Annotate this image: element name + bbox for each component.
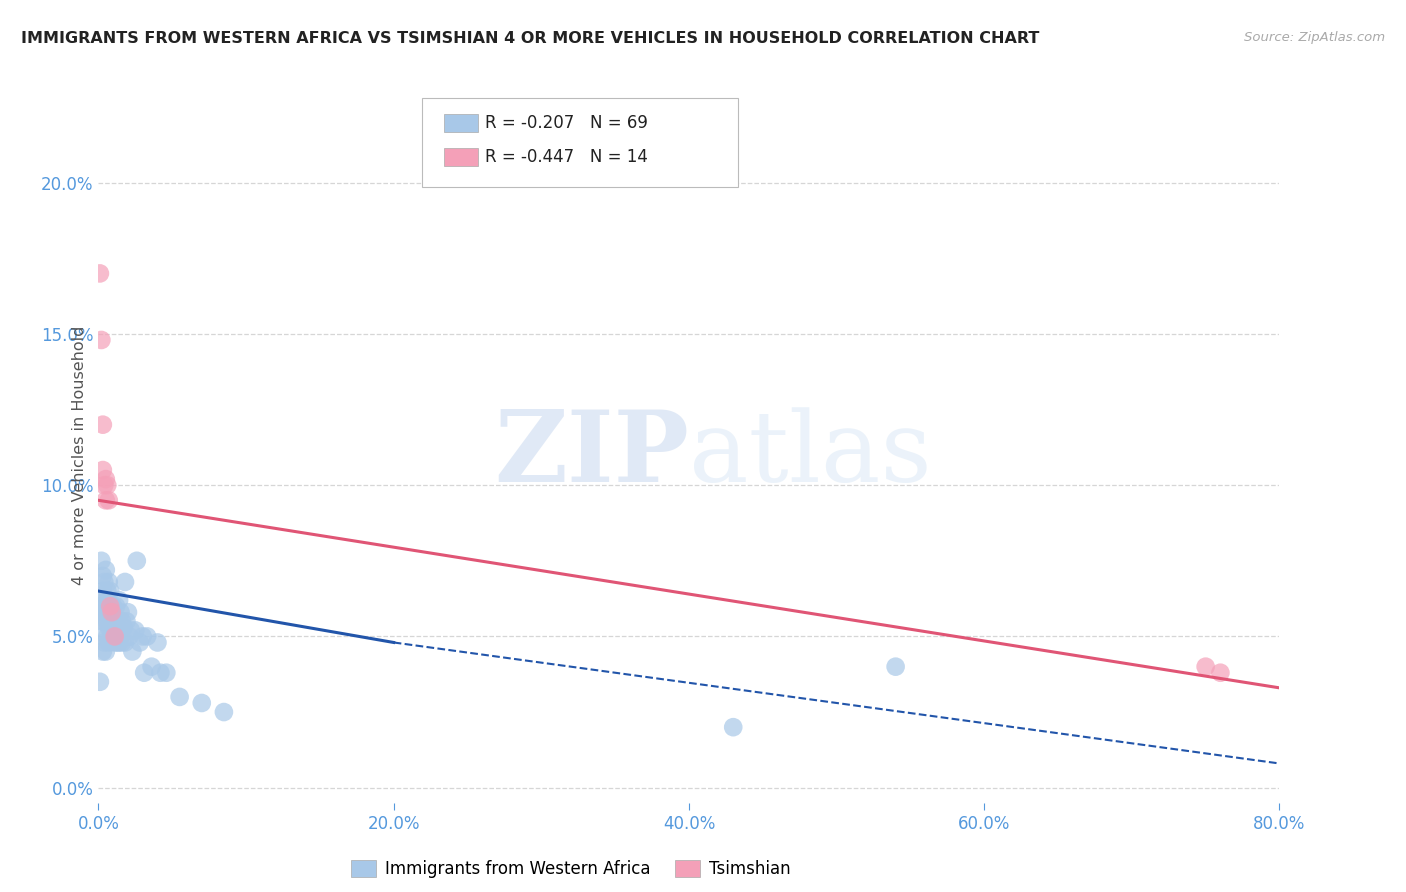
- Point: [169, 690, 191, 704]
- Point: [94, 493, 117, 508]
- Point: [108, 593, 131, 607]
- Text: R = -0.447   N = 14: R = -0.447 N = 14: [485, 148, 648, 166]
- Point: [155, 665, 177, 680]
- Point: [97, 635, 120, 649]
- Point: [100, 599, 122, 614]
- Point: [111, 615, 134, 629]
- Point: [723, 720, 745, 734]
- Point: [149, 665, 172, 680]
- Point: [93, 615, 115, 629]
- Point: [91, 644, 114, 658]
- Point: [141, 659, 163, 673]
- Point: [107, 620, 129, 634]
- Text: R = -0.207   N = 69: R = -0.207 N = 69: [485, 114, 648, 132]
- Y-axis label: 4 or more Vehicles in Household: 4 or more Vehicles in Household: [72, 326, 87, 584]
- Point: [93, 478, 115, 492]
- Text: IMMIGRANTS FROM WESTERN AFRICA VS TSIMSHIAN 4 OR MORE VEHICLES IN HOUSEHOLD CORR: IMMIGRANTS FROM WESTERN AFRICA VS TSIMSH…: [21, 31, 1039, 46]
- Point: [98, 599, 121, 614]
- Point: [115, 615, 138, 629]
- Point: [105, 599, 128, 614]
- Point: [100, 615, 122, 629]
- Text: Source: ZipAtlas.com: Source: ZipAtlas.com: [1244, 31, 1385, 45]
- Point: [98, 615, 121, 629]
- Point: [96, 615, 118, 629]
- Point: [128, 635, 150, 649]
- Point: [97, 605, 120, 619]
- Point: [884, 659, 907, 673]
- Point: [91, 463, 114, 477]
- Point: [100, 624, 122, 638]
- Point: [104, 615, 127, 629]
- Point: [105, 615, 128, 629]
- Point: [100, 605, 122, 619]
- Point: [104, 635, 127, 649]
- Point: [91, 629, 114, 643]
- Point: [112, 620, 135, 634]
- Legend: Immigrants from Western Africa, Tsimshian: Immigrants from Western Africa, Tsimshia…: [344, 854, 797, 885]
- Point: [110, 629, 132, 643]
- Point: [90, 333, 112, 347]
- Point: [90, 599, 112, 614]
- Point: [103, 620, 125, 634]
- Point: [114, 635, 136, 649]
- Point: [96, 593, 118, 607]
- Point: [98, 584, 121, 599]
- Point: [97, 574, 120, 589]
- Point: [124, 624, 146, 638]
- Point: [98, 599, 121, 614]
- Point: [96, 629, 118, 643]
- Point: [1195, 659, 1218, 673]
- Point: [89, 267, 111, 281]
- Point: [107, 635, 129, 649]
- Point: [91, 584, 114, 599]
- Point: [91, 569, 114, 583]
- Point: [117, 605, 139, 619]
- Point: [97, 620, 120, 634]
- Point: [96, 584, 118, 599]
- Point: [94, 593, 117, 607]
- Point: [191, 696, 214, 710]
- Point: [146, 635, 169, 649]
- Point: [108, 635, 131, 649]
- Point: [134, 665, 156, 680]
- Point: [91, 417, 114, 432]
- Point: [93, 635, 115, 649]
- Point: [93, 605, 115, 619]
- Point: [104, 629, 127, 643]
- Text: atlas: atlas: [689, 407, 932, 503]
- Point: [125, 554, 148, 568]
- Point: [114, 574, 136, 589]
- Point: [111, 635, 134, 649]
- Point: [136, 629, 159, 643]
- Point: [120, 624, 142, 638]
- Point: [103, 629, 125, 643]
- Point: [94, 563, 117, 577]
- Point: [103, 599, 125, 614]
- Point: [90, 615, 112, 629]
- Point: [93, 599, 115, 614]
- Point: [96, 478, 118, 492]
- Point: [132, 629, 155, 643]
- Point: [121, 644, 143, 658]
- Text: ZIP: ZIP: [494, 407, 689, 503]
- Point: [89, 674, 111, 689]
- Point: [94, 472, 117, 486]
- Point: [1209, 665, 1232, 680]
- Point: [118, 629, 141, 643]
- Point: [90, 554, 112, 568]
- Point: [212, 705, 235, 719]
- Point: [110, 605, 132, 619]
- Point: [94, 605, 117, 619]
- Point: [93, 574, 115, 589]
- Point: [94, 644, 117, 658]
- Point: [97, 493, 120, 508]
